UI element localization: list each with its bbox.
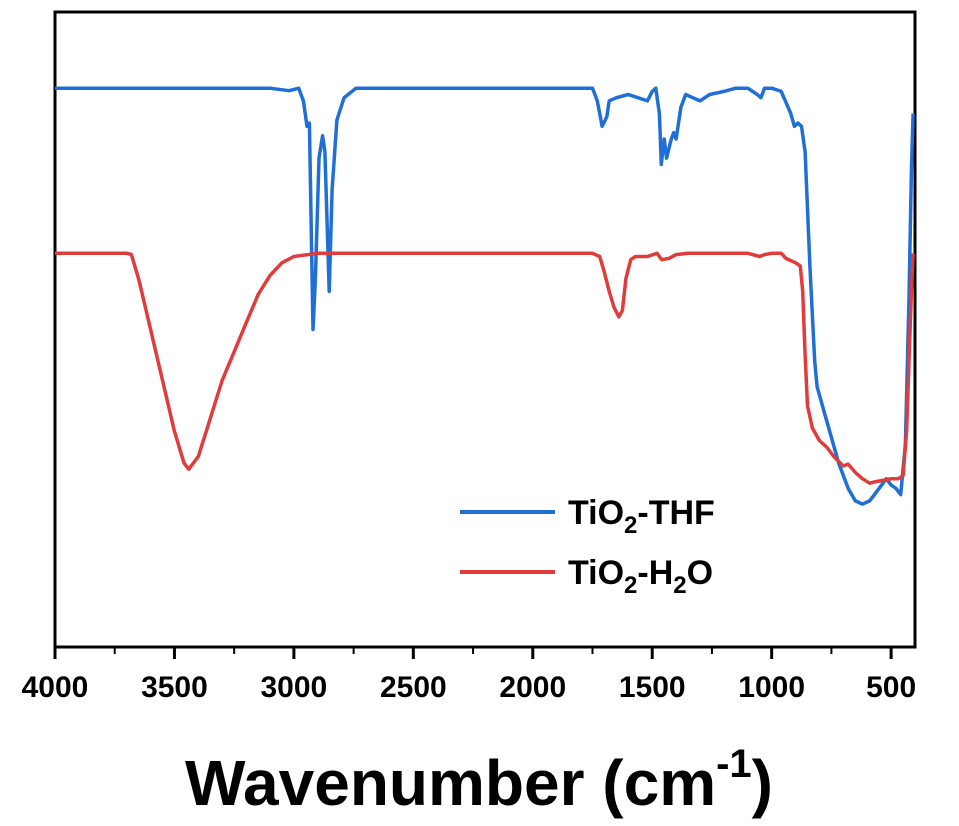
x-tick-label: 1500 bbox=[619, 671, 686, 704]
x-tick-label: 3500 bbox=[141, 671, 208, 704]
x-tick-label: 1000 bbox=[738, 671, 805, 704]
series-lines bbox=[55, 86, 915, 506]
plot-frame bbox=[53, 10, 917, 649]
x-tick-label: 4000 bbox=[22, 671, 89, 704]
legend: TiO2-THF TiO2-H2O bbox=[460, 494, 715, 599]
legend-label-tio2-thf: TiO2-THF bbox=[568, 494, 715, 539]
x-tick-labels: 4000 3500 3000 2500 2000 1500 1000 500 bbox=[22, 671, 917, 704]
x-tick-label: 500 bbox=[866, 671, 916, 704]
x-tick-label: 2000 bbox=[499, 671, 566, 704]
x-ticks bbox=[53, 647, 893, 659]
x-tick-label: 3000 bbox=[261, 671, 328, 704]
legend-label-tio2-h2o: TiO2-H2O bbox=[568, 554, 713, 599]
x-tick-label: 2500 bbox=[380, 671, 447, 704]
series-line-tio2-h2o bbox=[55, 251, 915, 485]
series-line-tio2-thf bbox=[55, 86, 915, 506]
x-axis-title: Wavenumber (cm-1) bbox=[185, 742, 773, 819]
